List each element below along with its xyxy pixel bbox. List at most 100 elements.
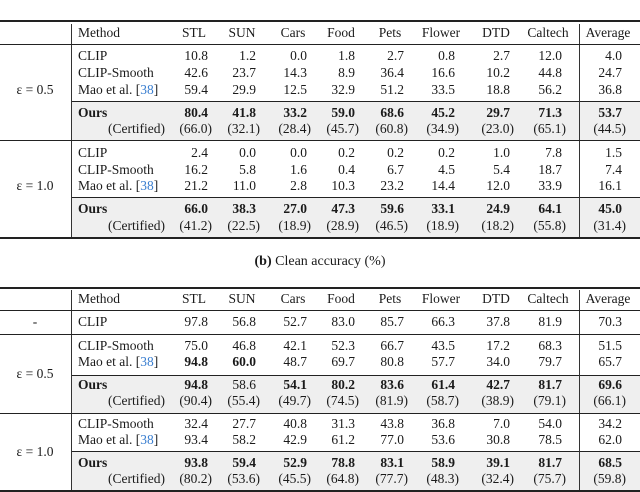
cell-stl: 42.6 — [184, 65, 208, 80]
cell-flower: (48.3) — [426, 471, 459, 486]
group-label-epsilon: ε = 1.0 — [16, 178, 54, 193]
cell-stl: 94.8 — [184, 354, 208, 369]
table-rule — [71, 101, 640, 102]
cell-average: 36.8 — [598, 82, 622, 97]
cell-caltech: 68.3 — [538, 338, 562, 353]
cell-caltech: 54.0 — [538, 416, 562, 431]
cell-flower: 66.3 — [431, 314, 455, 329]
cell-pets: 83.6 — [380, 377, 404, 392]
cell-pets: (81.9) — [375, 393, 408, 408]
method-name: CLIP-Smooth — [78, 162, 154, 178]
cell-stl: 66.0 — [184, 201, 208, 216]
cell-sun: 1.2 — [239, 48, 256, 63]
cell-cars: 33.2 — [283, 105, 307, 120]
cell-food: (74.5) — [326, 393, 359, 408]
citation-link[interactable]: 38 — [140, 178, 154, 193]
cell-average: 68.5 — [598, 455, 622, 470]
cell-sun: 56.8 — [232, 314, 256, 329]
cell-flower: 43.5 — [431, 338, 455, 353]
cell-pets: 6.7 — [387, 162, 404, 177]
cell-sun: 38.3 — [232, 201, 256, 216]
method-name: CLIP — [78, 145, 107, 161]
cell-food: (45.7) — [326, 121, 359, 136]
cell-pets: 66.7 — [380, 338, 404, 353]
column-divider — [71, 141, 72, 237]
cell-caltech: 71.3 — [538, 105, 562, 120]
cell-sun: 58.6 — [232, 377, 256, 392]
column-divider — [71, 335, 72, 413]
cell-pets: 68.6 — [380, 105, 404, 120]
cell-average: (44.5) — [593, 121, 626, 136]
cell-average: 1.5 — [605, 145, 622, 160]
method-name: CLIP — [78, 48, 107, 64]
cell-dtd: 30.8 — [486, 432, 510, 447]
method-name: CLIP-Smooth — [78, 338, 154, 354]
cell-pets: 2.7 — [387, 48, 404, 63]
cell-food: 0.4 — [338, 162, 355, 177]
cell-food: 31.3 — [331, 416, 355, 431]
cell-cars: 0.0 — [290, 145, 307, 160]
cell-caltech: 79.7 — [538, 354, 562, 369]
cell-dtd: 37.8 — [486, 314, 510, 329]
method-name: Mao et al. [38] — [78, 354, 158, 370]
cell-food: 47.3 — [331, 201, 355, 216]
highlight-row-bg — [71, 102, 640, 140]
cell-sun: (22.5) — [227, 218, 260, 233]
citation-bracket: ] — [153, 432, 159, 447]
header-flower: Flower — [421, 291, 461, 306]
method-name: CLIP — [78, 314, 107, 330]
cell-stl: 94.8 — [184, 377, 208, 392]
certified-label: (Certified) — [108, 218, 165, 234]
cell-stl: 93.8 — [184, 455, 208, 470]
cell-average: 53.7 — [598, 105, 622, 120]
certified-label: (Certified) — [108, 471, 165, 487]
cell-stl: 93.4 — [184, 432, 208, 447]
cell-cars: 42.1 — [283, 338, 307, 353]
cell-flower: 57.7 — [431, 354, 455, 369]
cell-cars: 42.9 — [283, 432, 307, 447]
cell-flower: 36.8 — [431, 416, 455, 431]
method-label: Ours — [78, 105, 108, 120]
cell-caltech: 33.9 — [538, 178, 562, 193]
cell-pets: 0.2 — [387, 145, 404, 160]
cell-dtd: 1.0 — [493, 145, 510, 160]
method-label: CLIP-Smooth — [78, 162, 154, 177]
cell-average: (31.4) — [593, 218, 626, 233]
cell-average: (59.8) — [593, 471, 626, 486]
cell-caltech: 64.1 — [538, 201, 562, 216]
citation-link[interactable]: 38 — [140, 354, 154, 369]
method-label: (Certified) — [108, 218, 165, 233]
cell-food: (64.8) — [326, 471, 359, 486]
table-rule — [0, 140, 640, 141]
method-label: CLIP — [78, 145, 108, 160]
method-name: Ours — [78, 377, 107, 393]
cell-pets: 80.8 — [380, 354, 404, 369]
cell-pets: 51.2 — [380, 82, 404, 97]
cell-caltech: 12.0 — [538, 48, 562, 63]
cell-cars: 2.8 — [290, 178, 307, 193]
table-rule — [0, 490, 640, 492]
header-method: Method — [78, 25, 120, 40]
cell-stl: 16.2 — [184, 162, 208, 177]
method-label: Ours — [78, 455, 108, 470]
certified-label: (Certified) — [108, 121, 165, 137]
cell-flower: 0.8 — [438, 48, 455, 63]
citation-bracket: ] — [153, 82, 159, 97]
cell-cars: (28.4) — [278, 121, 311, 136]
method-label: Mao et al. [ — [78, 178, 141, 193]
cell-cars: (49.7) — [278, 393, 311, 408]
cell-cars: 14.3 — [283, 65, 307, 80]
cell-cars: 27.0 — [283, 201, 307, 216]
table-rule — [71, 375, 640, 376]
cell-sun: 60.0 — [232, 354, 256, 369]
table-b-caption: (b) Clean accuracy (%) — [0, 254, 640, 270]
citation-link[interactable]: 38 — [140, 82, 154, 97]
citation-link[interactable]: 38 — [140, 432, 154, 447]
cell-sun: 11.0 — [232, 178, 256, 193]
table-rule — [0, 413, 640, 414]
method-name: Ours — [78, 201, 107, 217]
cell-caltech: (55.8) — [533, 218, 566, 233]
header-stl: STL — [181, 25, 206, 40]
header-caltech: Caltech — [527, 25, 569, 40]
cell-cars: 1.6 — [290, 162, 307, 177]
